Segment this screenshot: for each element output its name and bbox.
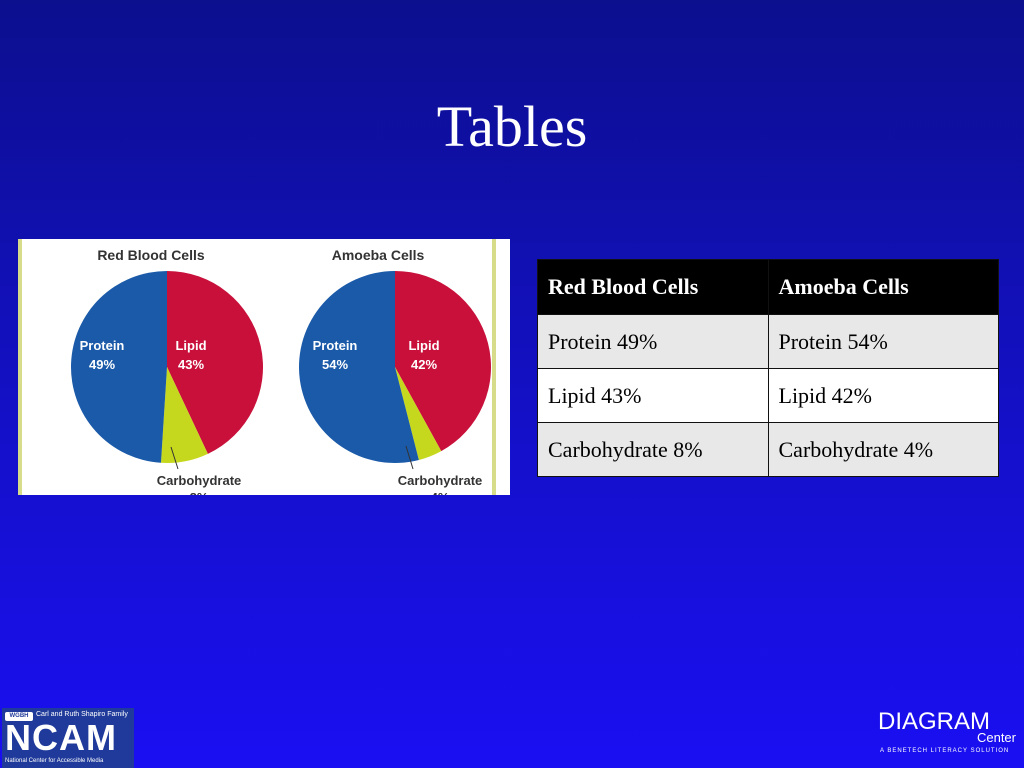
table-cell: Protein 54% bbox=[767, 314, 999, 369]
rbc-slice-lipid bbox=[167, 271, 264, 454]
amoeba-protein-label: Protein bbox=[313, 338, 358, 353]
rbc-pie bbox=[71, 271, 264, 463]
amoeba-lipid-label: Lipid bbox=[408, 338, 439, 353]
wgbh-badge: WGBH bbox=[5, 712, 33, 721]
diagram-wordmark: DIAGRAM bbox=[878, 708, 991, 735]
diagram-subtitle: A BENETECH LITERACY SOLUTION bbox=[880, 748, 1010, 754]
panel-right-border bbox=[492, 239, 496, 495]
amoeba-chart-title: Amoeba Cells bbox=[332, 247, 425, 263]
amoeba-pie bbox=[299, 271, 491, 463]
panel-left-border bbox=[18, 239, 22, 495]
table-header-cell: Red Blood Cells bbox=[537, 259, 769, 315]
table-cell: Protein 49% bbox=[537, 314, 769, 369]
amoeba-slice-carbohydrate bbox=[395, 367, 442, 460]
rbc-slice-protein bbox=[71, 271, 167, 463]
amoeba-carb-value: 4% bbox=[431, 490, 450, 495]
ncam-tagline: Carl and Ruth Shapiro Family bbox=[36, 711, 128, 718]
rbc-protein-label: Protein bbox=[80, 338, 125, 353]
amoeba-carb-label: Carbohydrate bbox=[398, 473, 483, 488]
ncam-subtitle: National Center for Accessible Media bbox=[5, 758, 104, 764]
table-header-row: Red Blood Cells Amoeba Cells bbox=[537, 259, 999, 315]
table-cell: Lipid 43% bbox=[537, 368, 769, 423]
diagram-center-logo: DIAGRAM Center A BENETECH LITERACY SOLUT… bbox=[870, 708, 1020, 766]
cell-composition-table: Red Blood Cells Amoeba Cells Protein 49%… bbox=[537, 259, 999, 477]
amoeba-carb-leader bbox=[405, 445, 414, 470]
table-header-cell: Amoeba Cells bbox=[767, 259, 999, 315]
rbc-carb-leader bbox=[170, 446, 179, 470]
rbc-carb-value: 8% bbox=[190, 490, 209, 495]
table-cell: Carbohydrate 8% bbox=[537, 422, 769, 477]
amoeba-slice-protein bbox=[299, 271, 419, 463]
ncam-wordmark: NCAM bbox=[5, 717, 117, 758]
rbc-lipid-label: Lipid bbox=[175, 338, 206, 353]
table-cell: Lipid 42% bbox=[767, 368, 999, 423]
amoeba-lipid-value: 42% bbox=[411, 357, 437, 372]
rbc-carb-label: Carbohydrate bbox=[157, 473, 242, 488]
table-cell: Carbohydrate 4% bbox=[767, 422, 999, 477]
rbc-slice-carbohydrate bbox=[160, 367, 208, 463]
table-row: Protein 49% Protein 54% bbox=[537, 314, 999, 369]
rbc-protein-value: 49% bbox=[89, 357, 115, 372]
table-row: Carbohydrate 8% Carbohydrate 4% bbox=[537, 422, 999, 477]
rbc-chart-title: Red Blood Cells bbox=[97, 247, 205, 263]
ncam-logo: WGBH Carl and Ruth Shapiro Family NCAM N… bbox=[2, 708, 134, 768]
table-row: Lipid 43% Lipid 42% bbox=[537, 368, 999, 423]
amoeba-protein-value: 54% bbox=[322, 357, 348, 372]
diagram-center-word: Center bbox=[976, 730, 1016, 745]
amoeba-slice-lipid bbox=[395, 271, 491, 452]
pie-charts-panel: Red Blood Cells Amoeba Cells Protein 49%… bbox=[18, 239, 510, 495]
pie-charts-svg: Red Blood Cells Amoeba Cells Protein 49%… bbox=[18, 239, 496, 495]
rbc-lipid-value: 43% bbox=[178, 357, 204, 372]
slide-title: Tables bbox=[436, 94, 588, 159]
